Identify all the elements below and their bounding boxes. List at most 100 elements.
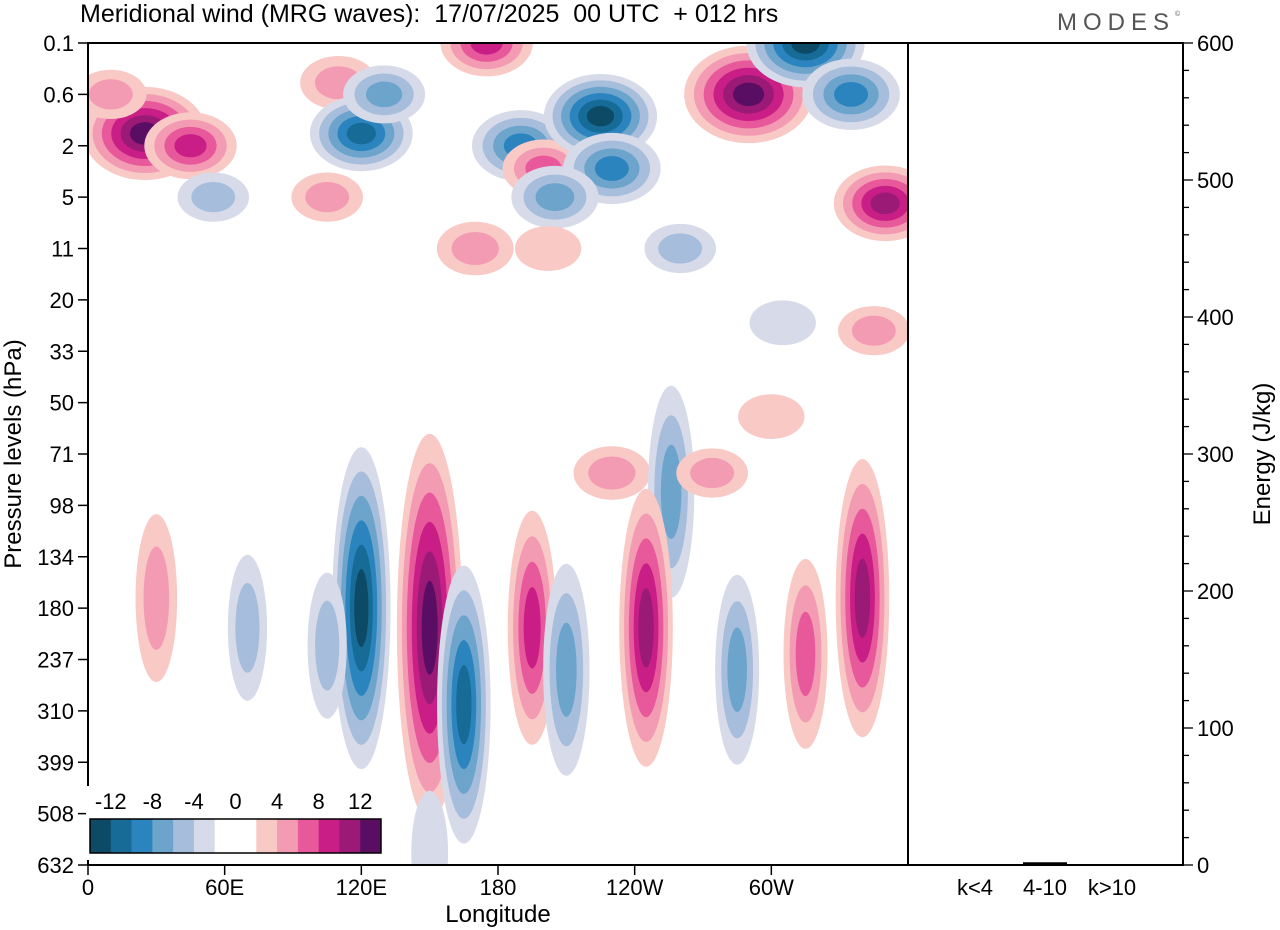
colorbar-label: -4 xyxy=(184,789,204,814)
energy-tick-label: 400 xyxy=(1197,305,1234,330)
colorbar-label: 4 xyxy=(271,789,283,814)
y-tick-label: 0.1 xyxy=(43,31,74,56)
contour-band xyxy=(354,569,369,648)
wind-anomaly xyxy=(511,165,599,229)
colorbar-frame xyxy=(89,818,382,854)
contour-band xyxy=(851,315,896,346)
contour-band xyxy=(870,192,900,215)
contour-band xyxy=(588,456,636,490)
wind-anomaly xyxy=(715,574,760,765)
contour-band xyxy=(365,81,403,108)
y-tick-label: 134 xyxy=(37,545,74,570)
longitude-axis: 0 60E 120E 180 120W 60W xyxy=(82,865,794,900)
energy-tick-label: 600 xyxy=(1197,31,1234,56)
contour-band xyxy=(346,122,377,145)
y-tick-label: 11 xyxy=(51,237,74,262)
contour-band xyxy=(523,587,541,669)
x-tick-label: 120W xyxy=(606,875,664,900)
energy-tick-label: 0 xyxy=(1197,853,1209,878)
wind-anomaly xyxy=(783,558,828,749)
wind-anomaly xyxy=(440,43,533,77)
wind-anomaly xyxy=(543,73,658,159)
chart-title: Meridional wind (MRG waves): 17/07/2025 … xyxy=(80,0,779,28)
y-tick-label: 508 xyxy=(37,802,74,827)
wind-anomaly xyxy=(436,221,514,276)
energy-bar xyxy=(1090,864,1134,866)
contour-band xyxy=(795,611,816,697)
contour-band xyxy=(638,588,654,668)
colorbar-label: 0 xyxy=(229,789,241,814)
y-tick-label: 0.6 xyxy=(43,82,74,107)
colorbar-segment xyxy=(214,819,236,853)
energy-category-label: 4-10 xyxy=(1023,875,1067,900)
colorbar: -12 -8 -4 0 4 8 12 xyxy=(86,786,385,860)
contour-band xyxy=(456,664,472,745)
y-tick-label: 237 xyxy=(37,648,74,673)
contour-band xyxy=(749,300,816,346)
wind-anomaly xyxy=(573,446,651,500)
contour-band xyxy=(594,156,629,181)
colorbar-segment xyxy=(235,819,257,853)
energy-axis: 0 100 200 300 400 500 600 xyxy=(1183,31,1234,878)
y-tick-label: 33 xyxy=(50,339,74,364)
y-tick-label: 399 xyxy=(37,750,74,775)
y-axis-title: Pressure levels (hPa) xyxy=(0,339,27,568)
wind-anomaly xyxy=(543,563,590,776)
energy-categories: k<4 4-10 k>10 xyxy=(957,875,1136,900)
x-tick-label: 0 xyxy=(82,875,94,900)
wind-anomaly xyxy=(135,514,178,683)
contour-band xyxy=(738,394,805,439)
colorbar-label: 8 xyxy=(313,789,325,814)
contour-band xyxy=(143,546,170,650)
contour-band xyxy=(235,582,260,673)
y-tick-label: 98 xyxy=(50,493,74,518)
colorbar-segment xyxy=(152,819,174,853)
x-tick-label: 60E xyxy=(205,875,244,900)
wind-anomaly xyxy=(835,459,890,738)
colorbar-segment xyxy=(193,819,216,853)
contour-band xyxy=(834,81,869,107)
wind-anomaly xyxy=(738,394,805,439)
contour-band xyxy=(586,105,615,127)
wind-anomaly xyxy=(88,69,147,119)
pressure-axis: 0.1 0.6 2 5 11 20 33 50 71 98 134 180 237 310 399 508 63… xyxy=(37,31,88,878)
y-tick-label: 180 xyxy=(37,596,74,621)
wind-heatmap xyxy=(88,43,908,865)
y-tick-label: 71 xyxy=(50,442,74,467)
contour-band xyxy=(421,580,438,675)
x-tick-label: 120E xyxy=(336,875,387,900)
energy-axis-title: Energy (J/kg) xyxy=(1249,383,1276,526)
contour-band xyxy=(556,622,577,717)
colorbar-segment xyxy=(110,819,132,853)
wind-anomaly xyxy=(343,65,426,124)
colorbar-segment xyxy=(173,819,195,853)
contour-band xyxy=(791,43,820,54)
colorbar-label: -12 xyxy=(95,789,127,814)
wind-anomaly xyxy=(411,790,449,865)
wind-anomaly xyxy=(676,448,748,498)
colorbar-segment xyxy=(297,819,320,853)
contour-band xyxy=(191,182,236,213)
wind-anomaly xyxy=(514,226,582,271)
wind-anomaly xyxy=(227,554,268,701)
y-tick-label: 50 xyxy=(50,391,74,416)
energy-tick-label: 200 xyxy=(1197,579,1234,604)
wind-anomaly xyxy=(332,447,391,770)
contour-band xyxy=(690,457,735,489)
y-tick-label: 632 xyxy=(37,853,74,878)
energy-tick-label: 300 xyxy=(1197,442,1234,467)
contour-band xyxy=(658,233,703,264)
contour-band xyxy=(411,790,449,865)
energy-bar xyxy=(1023,862,1067,865)
colorbar-segment xyxy=(339,819,361,853)
y-tick-label: 20 xyxy=(50,288,74,313)
y-tick-label: 310 xyxy=(37,699,74,724)
x-axis-title: Longitude xyxy=(445,901,550,928)
logo-text: MODES xyxy=(1057,9,1176,36)
contour-band xyxy=(732,82,765,107)
contour-band xyxy=(727,627,747,712)
energy-panel-frame xyxy=(907,42,1184,866)
contour-band xyxy=(305,182,350,213)
energy-category-label: k<4 xyxy=(957,875,993,900)
colorbar-segment xyxy=(256,819,278,853)
